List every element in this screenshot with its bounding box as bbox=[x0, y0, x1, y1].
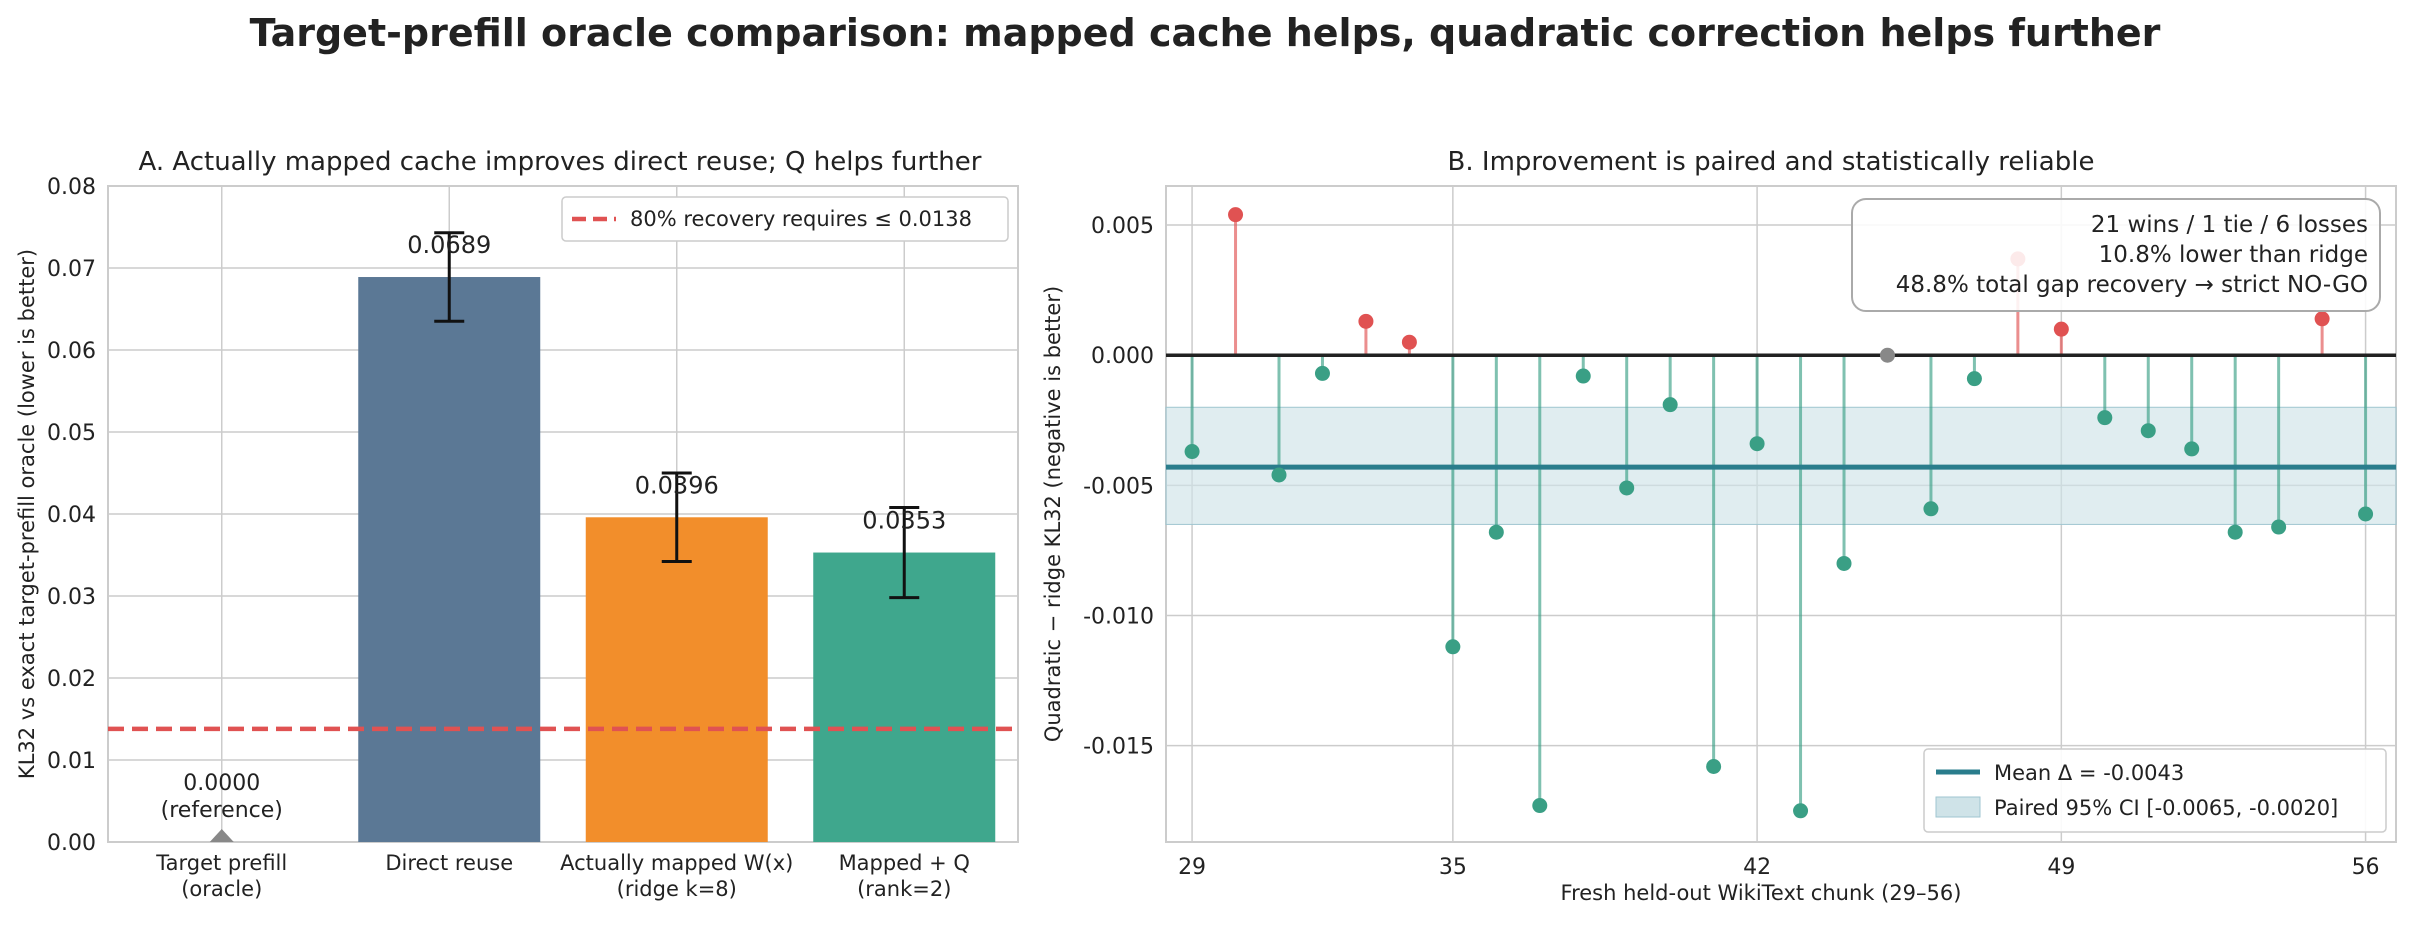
panel-a-ticks: 0.00 0.01 0.02 0.03 0.04 0.05 0.06 0.07 0.08 Targ… bbox=[47, 175, 970, 901]
b-legend-label: Mean Δ = -0.0043 bbox=[1994, 761, 2184, 785]
a-ytick-label: 0.04 bbox=[47, 503, 96, 528]
b-point bbox=[1271, 467, 1287, 483]
a-category-label: Target prefill (oracle) bbox=[155, 851, 287, 901]
a-category-label: Actually mapped W(x) (ridge k=8) bbox=[560, 851, 793, 901]
b-point bbox=[1488, 524, 1504, 540]
b-point bbox=[2358, 506, 2374, 522]
panel-a-legend: 80% recovery requires ≤ 0.0138 bbox=[561, 196, 1009, 242]
b-point bbox=[2184, 441, 2200, 457]
b-point bbox=[1184, 444, 1200, 460]
a-legend-box bbox=[561, 196, 1009, 242]
a-ytick-label: 0.07 bbox=[47, 257, 96, 282]
b-legend-box bbox=[1923, 748, 2387, 833]
panel-a-ylabel: KL32 vs exact target-prefill oracle (low… bbox=[15, 249, 39, 779]
figure-title: Target-prefill oracle comparison: mapped… bbox=[250, 11, 2161, 55]
b-xtick-label: 29 bbox=[1178, 855, 1206, 880]
a-bar bbox=[813, 552, 996, 842]
a-value-label: 0.0353 bbox=[862, 507, 946, 535]
panel-b-marks bbox=[1165, 207, 2397, 819]
b-annotation-line: 10.8% lower than ridge bbox=[2099, 242, 2368, 268]
a-ytick-label: 0.05 bbox=[47, 421, 96, 446]
panel-a-bars: 0.0000 (reference) 0.0689 0.0396 0.0353 bbox=[108, 231, 1018, 842]
b-point bbox=[1749, 436, 1765, 452]
b-point bbox=[1532, 798, 1548, 814]
b-point bbox=[2140, 423, 2156, 439]
b-xtick-label: 56 bbox=[2352, 855, 2380, 880]
b-point bbox=[1879, 347, 1895, 363]
b-point bbox=[1793, 803, 1809, 819]
b-point bbox=[2097, 410, 2113, 426]
panel-a: A. Actually mapped cache improves direct… bbox=[15, 147, 1019, 901]
panel-b-ylabel: Quadratic − ridge KL32 (negative is bett… bbox=[1041, 286, 1065, 742]
b-point bbox=[2227, 524, 2243, 540]
b-point bbox=[1358, 313, 1374, 329]
panel-a-title: A. Actually mapped cache improves direct… bbox=[139, 147, 982, 177]
b-ytick-label: -0.010 bbox=[1083, 605, 1154, 630]
b-point bbox=[1706, 759, 1722, 775]
b-point bbox=[1401, 334, 1417, 350]
a-value-label: 0.0000 (reference) bbox=[161, 771, 283, 823]
a-value-label: 0.0689 bbox=[407, 231, 491, 259]
a-legend-label: 80% recovery requires ≤ 0.0138 bbox=[630, 207, 972, 231]
a-frame bbox=[107, 185, 1019, 843]
a-category-label: Mapped + Q (rank=2) bbox=[839, 851, 970, 901]
b-point bbox=[2314, 311, 2330, 327]
a-bar bbox=[585, 517, 768, 842]
b-xtick-label: 42 bbox=[1743, 855, 1771, 880]
b-point bbox=[1966, 371, 1982, 387]
a-ytick-label: 0.08 bbox=[47, 175, 96, 200]
b-point bbox=[1619, 480, 1635, 496]
b-point bbox=[1662, 397, 1678, 413]
a-ytick-label: 0.02 bbox=[47, 667, 96, 692]
b-xtick-label: 35 bbox=[1439, 855, 1467, 880]
b-ytick-label: 0.005 bbox=[1091, 214, 1154, 239]
panel-b: B. Improvement is paired and statistical… bbox=[1041, 147, 2397, 905]
panel-b-legend: Mean Δ = -0.0043 Paired 95% CI [-0.0065, … bbox=[1923, 748, 2387, 833]
a-value-label: 0.0396 bbox=[635, 471, 719, 499]
panel-b-ticks: 0.005 0.000 -0.005 -0.010 -0.015 29 35 42 49 56 bbox=[1083, 214, 2379, 880]
a-ytick-label: 0.03 bbox=[47, 585, 96, 610]
b-point bbox=[1923, 501, 1939, 517]
b-point bbox=[2053, 321, 2069, 337]
panel-b-title: B. Improvement is paired and statistical… bbox=[1448, 147, 2095, 177]
b-point bbox=[1445, 639, 1461, 655]
a-reference-marker bbox=[209, 829, 234, 842]
a-ytick-label: 0.00 bbox=[47, 831, 96, 856]
b-xtick-label: 49 bbox=[2047, 855, 2075, 880]
b-legend-swatch-ci bbox=[1935, 796, 1981, 818]
a-bar bbox=[358, 277, 541, 842]
b-annotation-line: 21 wins / 1 tie / 6 losses bbox=[2091, 212, 2368, 238]
b-ytick-label: 0.000 bbox=[1091, 344, 1154, 369]
a-ytick-label: 0.01 bbox=[47, 749, 96, 774]
b-point bbox=[1228, 207, 1244, 223]
b-legend-label: Paired 95% CI [-0.0065, -0.0020] bbox=[1994, 796, 2338, 820]
b-point bbox=[1575, 368, 1591, 384]
b-point bbox=[2271, 519, 2287, 535]
panel-b-annotation: 21 wins / 1 tie / 6 losses 10.8% lower th… bbox=[1851, 198, 2381, 312]
a-ytick-label: 0.06 bbox=[47, 339, 96, 364]
b-ytick-label: -0.005 bbox=[1083, 474, 1154, 499]
panel-b-xlabel: Fresh held-out WikiText chunk (29–56) bbox=[1561, 881, 1962, 905]
b-annotation-line: 48.8% total gap recovery → strict NO-GO bbox=[1896, 272, 2368, 298]
b-annotation-box bbox=[1851, 198, 2381, 312]
b-point bbox=[1836, 555, 1852, 571]
a-category-label: Direct reuse bbox=[385, 851, 513, 875]
b-ytick-label: -0.015 bbox=[1083, 735, 1154, 760]
b-point bbox=[1314, 365, 1330, 381]
